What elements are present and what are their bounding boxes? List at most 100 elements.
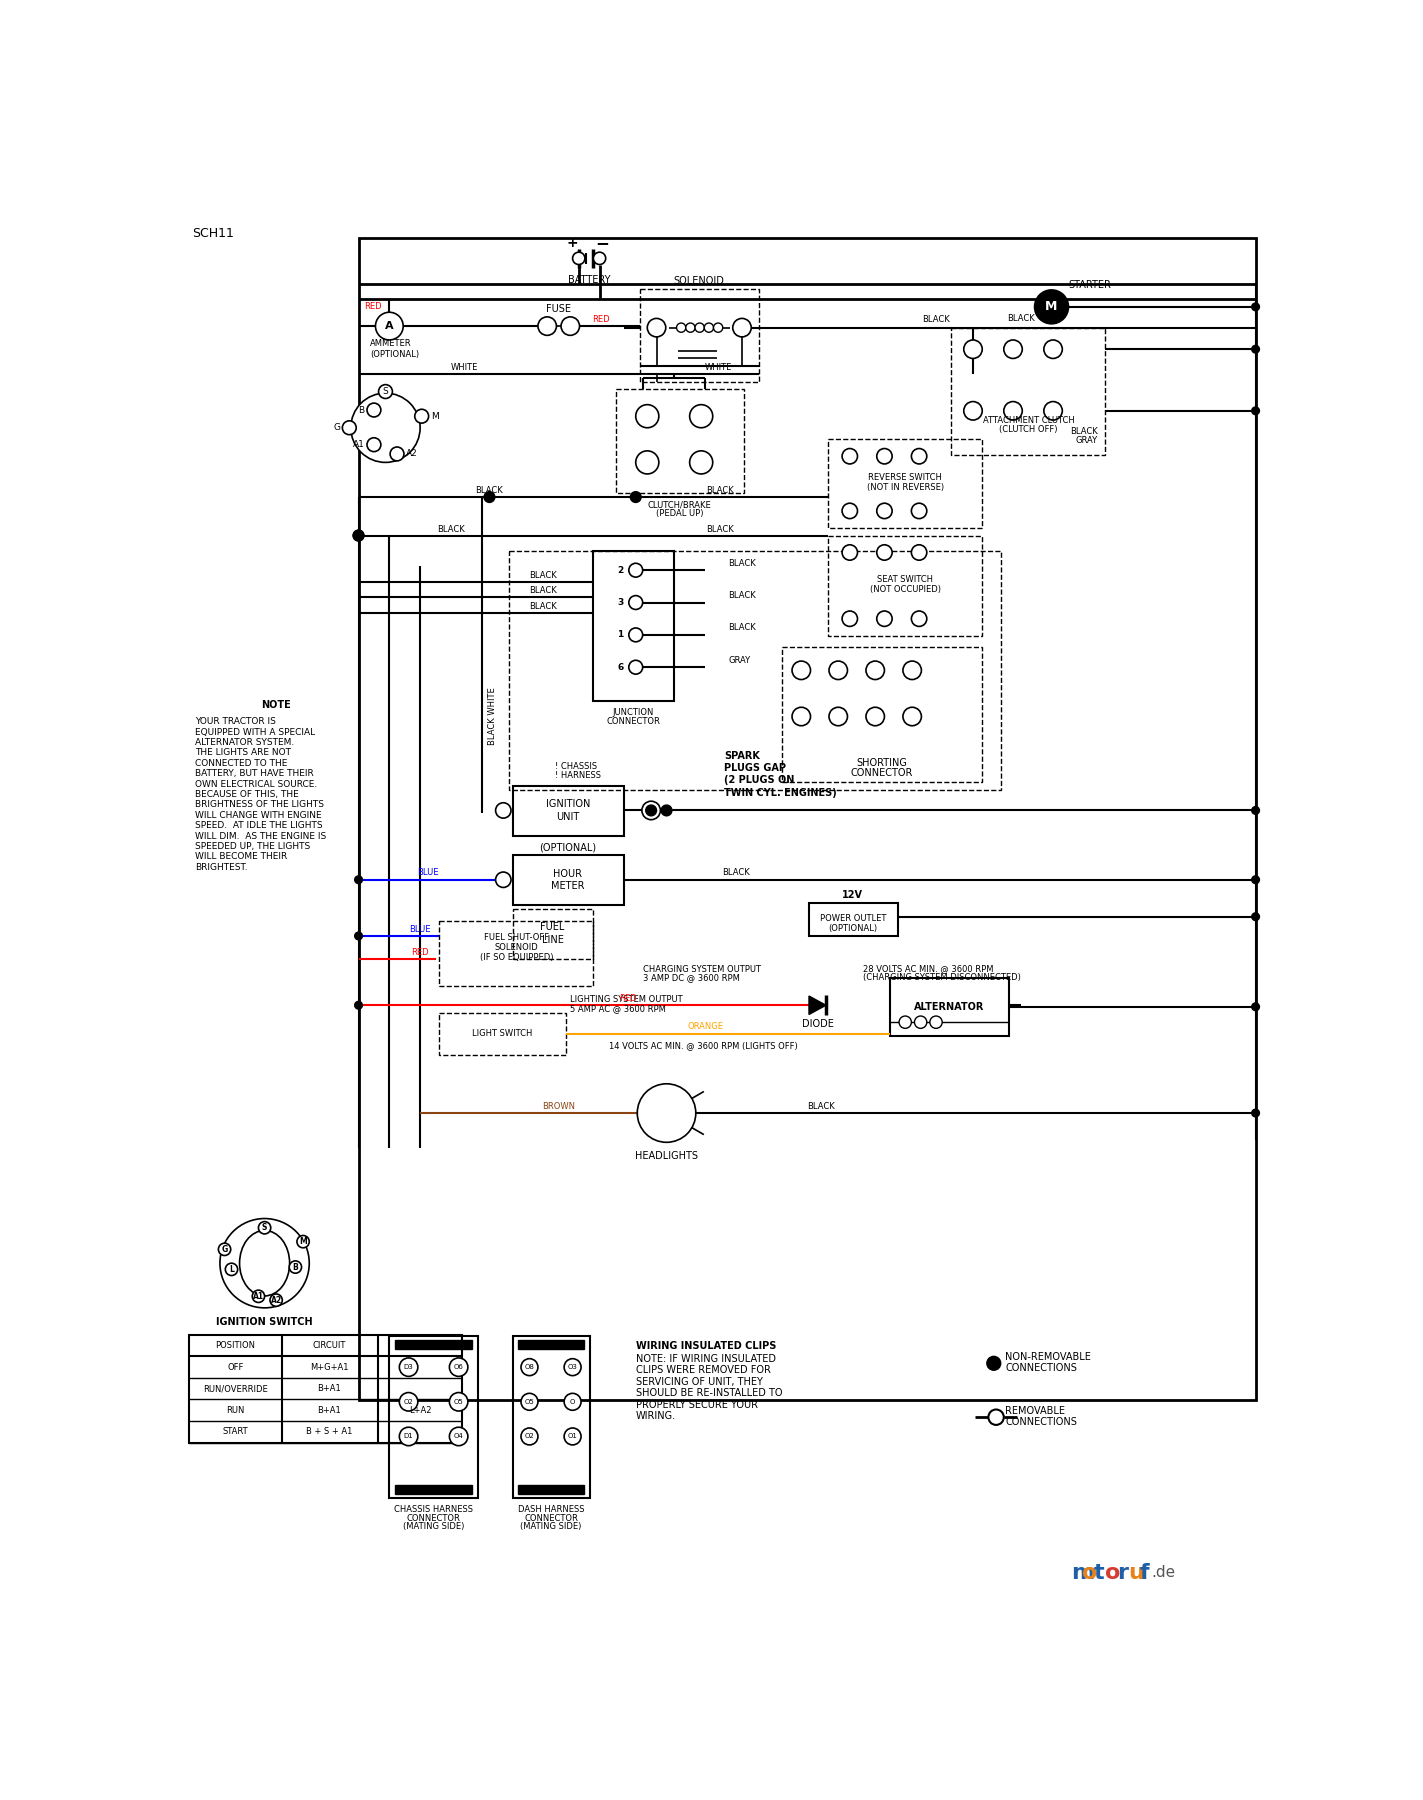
Text: O5: O5 bbox=[454, 1399, 464, 1404]
Text: ALTERNATOR SYSTEM.: ALTERNATOR SYSTEM. bbox=[195, 738, 295, 747]
Text: CONNECTOR: CONNECTOR bbox=[606, 716, 660, 725]
Circle shape bbox=[642, 801, 660, 819]
Text: G: G bbox=[333, 423, 340, 432]
Bar bbox=[359, 238, 1255, 1400]
Circle shape bbox=[564, 1359, 581, 1375]
Circle shape bbox=[593, 252, 606, 265]
Text: O2: O2 bbox=[525, 1433, 535, 1440]
Text: D3: D3 bbox=[404, 1364, 414, 1370]
Text: CHARGING SYSTEM OUTPUT: CHARGING SYSTEM OUTPUT bbox=[643, 965, 761, 974]
Text: O6: O6 bbox=[454, 1364, 464, 1370]
Text: D1: D1 bbox=[404, 1433, 414, 1440]
Circle shape bbox=[1252, 346, 1259, 353]
Text: LIGHTING SYSTEM OUTPUT: LIGHTING SYSTEM OUTPUT bbox=[571, 995, 683, 1004]
Circle shape bbox=[915, 1015, 926, 1028]
Text: SHOULD BE RE-INSTALLED TO: SHOULD BE RE-INSTALLED TO bbox=[636, 1388, 783, 1399]
Text: M+G+A1: M+G+A1 bbox=[310, 1363, 349, 1372]
Bar bbox=[512, 787, 625, 835]
Bar bbox=[440, 1013, 566, 1055]
Circle shape bbox=[521, 1393, 538, 1409]
Circle shape bbox=[379, 385, 393, 398]
Circle shape bbox=[225, 1264, 238, 1276]
Text: B+A1: B+A1 bbox=[317, 1406, 342, 1415]
Text: B+A1: B+A1 bbox=[317, 1384, 342, 1393]
Circle shape bbox=[867, 707, 885, 725]
Circle shape bbox=[1044, 340, 1063, 358]
Circle shape bbox=[484, 491, 495, 502]
Text: (NOT OCCUPIED): (NOT OCCUPIED) bbox=[869, 585, 941, 594]
Text: WIRING INSULATED CLIPS: WIRING INSULATED CLIPS bbox=[636, 1341, 776, 1352]
Circle shape bbox=[690, 405, 713, 428]
Text: m: m bbox=[1070, 1562, 1094, 1582]
Text: BLACK: BLACK bbox=[529, 587, 558, 596]
Text: ! CHASSIS: ! CHASSIS bbox=[555, 761, 598, 770]
Text: A1: A1 bbox=[253, 1292, 265, 1301]
Text: 12V: 12V bbox=[842, 891, 864, 900]
Circle shape bbox=[1044, 401, 1063, 419]
Circle shape bbox=[495, 803, 511, 819]
Text: (NOT IN REVERSE): (NOT IN REVERSE) bbox=[867, 482, 943, 491]
Circle shape bbox=[367, 437, 381, 452]
Circle shape bbox=[1003, 340, 1022, 358]
Circle shape bbox=[538, 317, 556, 335]
Text: CONNECTOR: CONNECTOR bbox=[407, 1514, 460, 1523]
Text: BATTERY: BATTERY bbox=[568, 275, 610, 284]
Circle shape bbox=[400, 1357, 418, 1377]
Text: CLIPS WERE REMOVED FOR: CLIPS WERE REMOVED FOR bbox=[636, 1364, 771, 1375]
Text: GRAY: GRAY bbox=[729, 655, 750, 664]
Text: SERVICING OF UNIT, THEY: SERVICING OF UNIT, THEY bbox=[636, 1377, 763, 1386]
Circle shape bbox=[1252, 302, 1259, 311]
Text: u: u bbox=[1128, 1562, 1144, 1582]
Text: BLACK: BLACK bbox=[707, 526, 734, 535]
Text: WHITE: WHITE bbox=[704, 364, 733, 373]
Text: 28 VOLTS AC MIN. @ 3600 RPM: 28 VOLTS AC MIN. @ 3600 RPM bbox=[862, 965, 993, 974]
Circle shape bbox=[351, 392, 420, 463]
Circle shape bbox=[793, 707, 811, 725]
Text: BLACK: BLACK bbox=[1007, 313, 1035, 322]
Text: (PEDAL UP): (PEDAL UP) bbox=[656, 509, 703, 518]
Bar bbox=[440, 920, 593, 986]
Text: A1: A1 bbox=[353, 441, 364, 450]
Text: LIGHT SWITCH: LIGHT SWITCH bbox=[472, 1030, 532, 1039]
Text: BECAUSE OF THIS, THE: BECAUSE OF THIS, THE bbox=[195, 790, 299, 799]
Text: f: f bbox=[1140, 1562, 1150, 1582]
Text: WILL CHANGE WITH ENGINE: WILL CHANGE WITH ENGINE bbox=[195, 810, 322, 819]
Text: BLACK: BLACK bbox=[1070, 427, 1097, 436]
Text: (MATING SIDE): (MATING SIDE) bbox=[403, 1523, 464, 1532]
Circle shape bbox=[686, 322, 694, 333]
Text: ORANGE: ORANGE bbox=[687, 1022, 723, 1031]
Text: o: o bbox=[1106, 1562, 1121, 1582]
Circle shape bbox=[733, 319, 751, 337]
Text: SPARK
PLUGS GAP
(2 PLUGS ON
TWIN CYL. ENGINES): SPARK PLUGS GAP (2 PLUGS ON TWIN CYL. EN… bbox=[724, 751, 837, 797]
Circle shape bbox=[221, 1219, 309, 1309]
Text: 1: 1 bbox=[618, 630, 623, 639]
Text: (CLUTCH OFF): (CLUTCH OFF) bbox=[999, 425, 1057, 434]
Circle shape bbox=[354, 1001, 363, 1010]
Bar bbox=[783, 648, 982, 781]
Text: O8: O8 bbox=[525, 1364, 535, 1370]
Circle shape bbox=[793, 661, 811, 680]
Text: RED: RED bbox=[411, 949, 428, 958]
Circle shape bbox=[561, 317, 579, 335]
Circle shape bbox=[647, 319, 666, 337]
Text: BLUE: BLUE bbox=[410, 925, 431, 934]
Bar bbox=[390, 1336, 478, 1498]
Text: IGNITION
UNIT: IGNITION UNIT bbox=[546, 799, 591, 821]
Circle shape bbox=[289, 1260, 302, 1273]
Text: YOUR TRACTOR IS: YOUR TRACTOR IS bbox=[195, 716, 276, 725]
Text: G: G bbox=[222, 1246, 228, 1255]
Text: POWER OUTLET: POWER OUTLET bbox=[820, 914, 887, 923]
Bar bbox=[952, 328, 1106, 455]
Text: 3 AMP DC @ 3600 RPM: 3 AMP DC @ 3600 RPM bbox=[643, 974, 740, 983]
Text: 14 VOLTS AC MIN. @ 3600 RPM (LIGHTS OFF): 14 VOLTS AC MIN. @ 3600 RPM (LIGHTS OFF) bbox=[609, 1042, 797, 1051]
Text: M: M bbox=[299, 1237, 307, 1246]
Circle shape bbox=[911, 448, 926, 464]
Text: BLACK: BLACK bbox=[721, 868, 750, 877]
Circle shape bbox=[354, 932, 363, 940]
Text: BLACK: BLACK bbox=[437, 526, 465, 535]
Text: NOTE: NOTE bbox=[260, 700, 290, 709]
Text: O3: O3 bbox=[568, 1364, 578, 1370]
Text: RED: RED bbox=[364, 302, 381, 311]
Text: WILL BECOME THEIR: WILL BECOME THEIR bbox=[195, 853, 287, 862]
Text: B: B bbox=[359, 405, 364, 414]
